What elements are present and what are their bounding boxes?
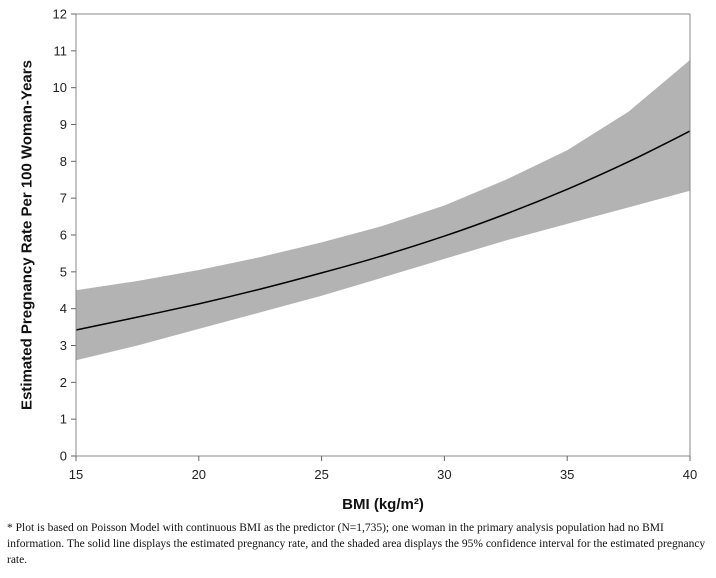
x-tick-label: 35 [560, 467, 574, 482]
estimate-line [75, 130, 691, 331]
y-tick-label: 10 [53, 80, 67, 95]
x-axis: 15 20 25 30 35 40 [69, 456, 697, 482]
y-tick-label: 6 [60, 228, 67, 243]
x-tick-label: 15 [69, 467, 83, 482]
x-axis-title: BMI (kg/m²) [342, 496, 424, 513]
y-tick-label: 7 [60, 191, 67, 206]
y-tick-label: 12 [53, 7, 67, 22]
y-tick-label: 11 [54, 43, 68, 58]
footnote: * Plot is based on Poisson Model with co… [7, 522, 706, 566]
y-tick-label: 3 [60, 338, 67, 353]
y-tick-label: 0 [60, 449, 67, 464]
x-tick-label: 30 [437, 467, 451, 482]
y-tick-label: 1 [60, 412, 67, 427]
y-tick-label: 9 [60, 117, 67, 132]
x-tick-label: 20 [192, 467, 206, 482]
x-tick-label: 40 [683, 467, 697, 482]
y-axis-title: Estimated Pregnancy Rate Per 100 Woman-Y… [18, 60, 35, 410]
x-tick-label: 25 [314, 467, 328, 482]
y-tick-label: 2 [60, 375, 67, 390]
y-tick-label: 4 [60, 301, 67, 316]
confidence-band [76, 60, 690, 361]
y-tick-label: 5 [60, 264, 67, 279]
y-tick-label: 8 [60, 154, 67, 169]
